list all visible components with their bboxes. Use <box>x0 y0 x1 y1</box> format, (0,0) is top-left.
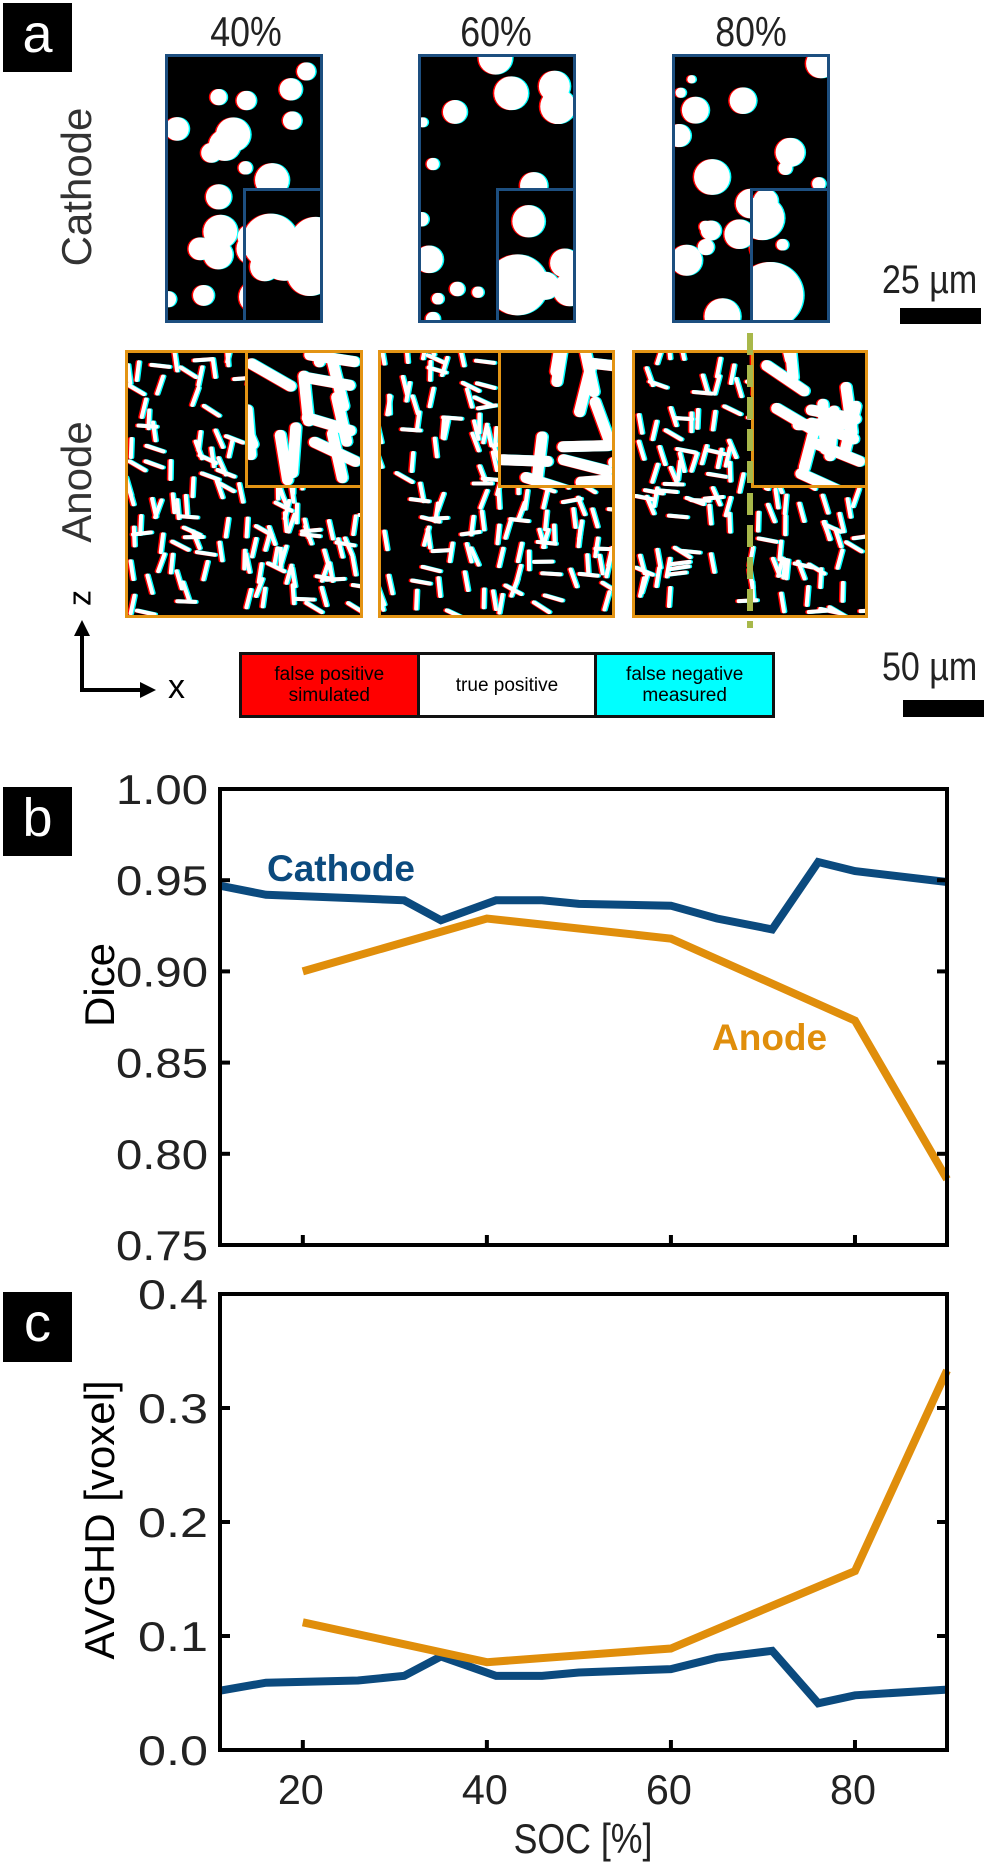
x-tick-label: 80 <box>830 1766 876 1813</box>
y-tick-label: 0.75 <box>116 1222 208 1269</box>
x-tick-label: 20 <box>278 1766 324 1813</box>
y-tick-label: 0.0 <box>138 1727 208 1774</box>
y-tick-label: 0.80 <box>116 1131 208 1178</box>
y-tick-label: 1.00 <box>116 766 208 813</box>
y-tick-label: 0.90 <box>116 948 208 995</box>
y-tick-label: 0.3 <box>138 1385 208 1432</box>
y-tick-label: 0.85 <box>116 1040 208 1087</box>
y-tick-label: 0.2 <box>138 1499 208 1546</box>
x-tick-label: 60 <box>646 1766 692 1813</box>
series-line-series-1 <box>303 1370 947 1662</box>
y-tick-label: 0.95 <box>116 857 208 904</box>
series-line-anode <box>303 919 947 1180</box>
series-line-cathode <box>220 862 947 929</box>
x-tick-label: 40 <box>462 1766 508 1813</box>
y-tick-label: 0.4 <box>138 1271 208 1318</box>
y-tick-label: 0.1 <box>138 1613 208 1660</box>
